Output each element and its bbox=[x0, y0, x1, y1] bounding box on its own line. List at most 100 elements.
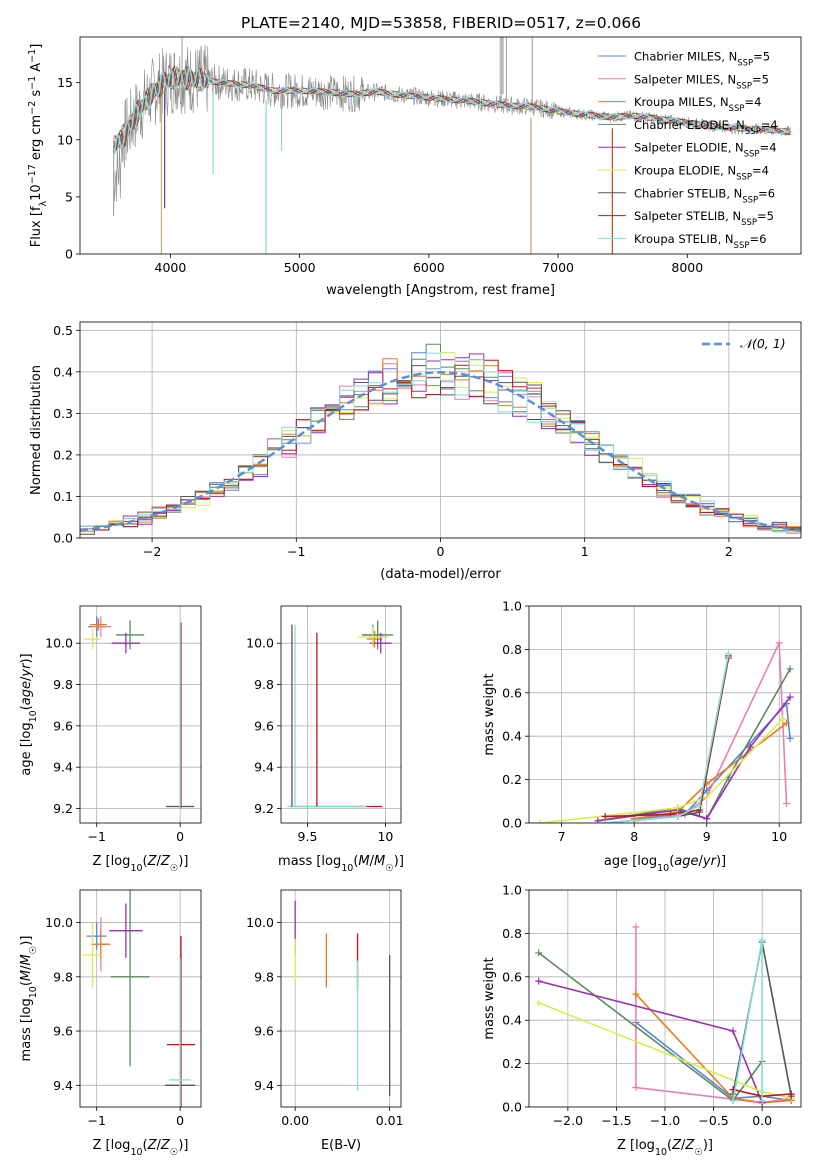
x-tick-label: 1 bbox=[581, 544, 589, 559]
normal-reference-curve bbox=[80, 371, 801, 532]
y-tick-label: 0.6 bbox=[502, 685, 522, 700]
axes-age_vs_mass: 9.5 10 9.2 9.4 9.6 9.8 10.0 mass [log10(M/M☉)] bbox=[246, 605, 404, 874]
x-tick-label: −1 bbox=[87, 829, 105, 844]
y-tick-label: 9.8 bbox=[254, 677, 274, 692]
weight-marker-kroupa-stelib bbox=[758, 1096, 766, 1104]
x-tick-label: 10 bbox=[377, 829, 393, 844]
x-tick-label: 4000 bbox=[155, 260, 187, 275]
y-tick-label: 9.8 bbox=[53, 677, 73, 692]
weight-marker-kroupa-stelib bbox=[724, 650, 732, 658]
model-spectrum-kroupa-elodie bbox=[113, 64, 791, 149]
x-tick-label: 7 bbox=[558, 829, 566, 844]
y-tick-label: 0.8 bbox=[502, 642, 522, 657]
weight-marker-kroupa-miles bbox=[782, 719, 790, 727]
weight-marker-salpeter-elodie bbox=[535, 977, 543, 985]
x-tick-label: 8 bbox=[630, 829, 638, 844]
axes-frame bbox=[280, 889, 402, 1108]
plot-area-spectrum bbox=[112, 37, 791, 254]
histogram-salpeter-stelib bbox=[80, 359, 801, 531]
axes-frame bbox=[79, 321, 802, 539]
x-tick-label: 0.0 bbox=[752, 1113, 772, 1128]
y-tick-label: 9.8 bbox=[254, 969, 274, 984]
plot-area-residuals bbox=[80, 322, 801, 538]
axes-mass_vs_EBV: 0.00 0.01 9.4 9.6 9.8 10.0 E(B-V) bbox=[246, 889, 404, 1153]
y-tick-label: 0.2 bbox=[502, 772, 522, 787]
weight-line-kroupa-elodie bbox=[539, 718, 784, 823]
y-tick-label: 0.6 bbox=[502, 969, 522, 984]
weight-marker-salpeter-stelib bbox=[787, 1090, 795, 1098]
x-tick-label: −2.0 bbox=[553, 1113, 583, 1128]
legend-entry: Salpeter MILES, NSSP=5 bbox=[634, 72, 769, 91]
model-spectrum-chabrier-stelib bbox=[113, 65, 791, 151]
legend-entry: Chabrier MILES, NSSP=5 bbox=[634, 50, 770, 69]
axes-age_vs_Z: −1 0 9.2 9.4 9.6 9.8 10.0 Z [log10(Z/Z☉)] age [l… bbox=[19, 605, 202, 874]
y-tick-label: 9.6 bbox=[254, 718, 274, 733]
weight-line-chabrier-miles bbox=[634, 701, 791, 820]
y-axis-label: mass weight bbox=[482, 957, 497, 1039]
spectrum-spike bbox=[499, 37, 504, 95]
histogram-kroupa-stelib bbox=[80, 352, 801, 533]
weight-marker-kroupa-stelib bbox=[729, 1096, 737, 1104]
weight-marker-kroupa-stelib bbox=[695, 802, 703, 810]
legend-entry: Salpeter ELODIE, NSSP=4 bbox=[634, 141, 777, 160]
y-tick-label: 0 bbox=[65, 247, 73, 262]
y-tick-label: 9.2 bbox=[53, 801, 73, 816]
weight-line-salpeter-miles bbox=[635, 926, 792, 1104]
axes-mass_vs_Z: −1 0 9.4 9.6 9.8 10.0 Z [log10(Z/Z☉)] mass [log… bbox=[19, 889, 202, 1158]
y-tick-label: 1.0 bbox=[502, 599, 522, 614]
y-tick-label: 0.8 bbox=[502, 926, 522, 941]
y-tick-label: 0.4 bbox=[502, 1013, 522, 1028]
x-tick-label: 0 bbox=[176, 1113, 184, 1128]
y-axis-label: mass weight bbox=[482, 673, 497, 755]
y-tick-label: 0.5 bbox=[53, 323, 73, 338]
x-tick-label: 9 bbox=[703, 829, 711, 844]
y-tick-label: 0.4 bbox=[53, 364, 73, 379]
y-tick-label: 10 bbox=[57, 132, 73, 147]
legend-entry: 𝒩(0, 1) bbox=[740, 336, 786, 351]
weight-marker-kroupa-elodie bbox=[703, 793, 711, 801]
axes-frame bbox=[528, 605, 802, 824]
axes-spectrum: 4000 5000 6000 7000 8000 0 5 10 15 wavelength [An… bbox=[27, 36, 802, 298]
x-axis-label: Z [log10(Z/Z☉)] bbox=[93, 1138, 189, 1158]
axes-frame bbox=[280, 605, 402, 824]
x-tick-label: 0.01 bbox=[376, 1113, 404, 1128]
y-tick-label: 9.4 bbox=[53, 1078, 73, 1093]
x-axis-label: Z [log10(Z/Z☉)] bbox=[93, 854, 189, 874]
weight-line-kroupa-miles bbox=[635, 993, 792, 1104]
plot-area-mass_vs_Z bbox=[80, 890, 201, 1107]
x-tick-label: 2 bbox=[725, 544, 733, 559]
legend-entry: Kroupa STELIB, NSSP=6 bbox=[634, 232, 766, 251]
x-tick-label: −2 bbox=[143, 544, 161, 559]
x-axis-label: (data-model)/error bbox=[380, 567, 501, 582]
legend-entry: Chabrier ELODIE, NSSP=4 bbox=[634, 118, 778, 137]
y-tick-label: 10.0 bbox=[246, 636, 274, 651]
model-spectrum-kroupa-stelib bbox=[112, 67, 791, 157]
plot-area-mass_weight_vs_age bbox=[529, 606, 801, 823]
y-tick-label: 0.4 bbox=[502, 729, 522, 744]
weight-marker-salpeter-miles bbox=[632, 1083, 640, 1091]
y-tick-label: 10.0 bbox=[45, 636, 73, 651]
x-tick-label: −0.5 bbox=[698, 1113, 728, 1128]
weight-marker-salpeter-elodie bbox=[703, 815, 711, 823]
axes-frame bbox=[79, 36, 802, 255]
legend-entry: Salpeter STELIB, NSSP=5 bbox=[634, 209, 774, 228]
weight-marker-salpeter-elodie bbox=[746, 743, 754, 751]
weight-line-kroupa-stelib bbox=[605, 653, 730, 823]
spectrum-legend: Chabrier MILES, NSSP=5 Salpeter MILES, NS… bbox=[598, 50, 778, 251]
y-tick-label: 0.0 bbox=[53, 531, 73, 546]
axes-residuals: −2 −1 0 1 2 0.0 0.1 0.2 0.3 0.4 0.5 (data-model)/er… bbox=[29, 321, 802, 582]
axes-frame bbox=[79, 889, 202, 1108]
y-tick-label: 9.6 bbox=[53, 718, 73, 733]
weight-marker-chabrier-elodie bbox=[786, 665, 794, 673]
figure-title: PLATE=2140, MJD=53858, FIBERID=0517, z=0… bbox=[241, 14, 641, 32]
weight-marker-kroupa-stelib bbox=[674, 812, 682, 820]
weight-marker-kroupa-elodie bbox=[536, 819, 544, 823]
y-tick-label: 10.0 bbox=[246, 915, 274, 930]
y-tick-label: 0.1 bbox=[53, 489, 73, 504]
y-tick-label: 5 bbox=[65, 189, 73, 204]
y-tick-label: 15 bbox=[57, 75, 73, 90]
y-tick-label: 9.6 bbox=[254, 1024, 274, 1039]
weight-line-chabrier-elodie bbox=[597, 668, 791, 822]
y-tick-label: 9.4 bbox=[254, 760, 274, 775]
